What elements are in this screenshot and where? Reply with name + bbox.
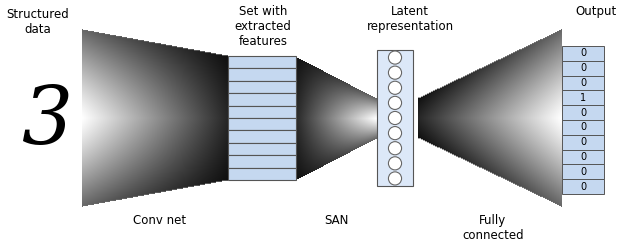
Bar	[228, 118, 296, 130]
Circle shape	[388, 142, 401, 155]
Bar	[228, 106, 296, 118]
Text: Latent
representation: Latent representation	[367, 5, 454, 33]
Bar	[228, 155, 296, 168]
Circle shape	[388, 111, 401, 124]
Bar	[562, 105, 604, 120]
Text: Conv net: Conv net	[133, 214, 187, 227]
Text: Set with
extracted
features: Set with extracted features	[235, 5, 291, 48]
Text: 0: 0	[580, 182, 586, 192]
Circle shape	[388, 126, 401, 140]
Bar	[562, 165, 604, 179]
Text: 0: 0	[580, 63, 586, 73]
Circle shape	[388, 66, 401, 79]
Text: 1: 1	[580, 93, 586, 103]
Circle shape	[388, 157, 401, 170]
Bar	[562, 76, 604, 90]
Bar	[562, 120, 604, 135]
Bar	[228, 93, 296, 106]
Circle shape	[388, 81, 401, 94]
Text: 0: 0	[580, 152, 586, 162]
Bar	[562, 90, 604, 105]
Bar	[228, 130, 296, 143]
Bar	[228, 143, 296, 155]
Circle shape	[388, 172, 401, 185]
Text: 0: 0	[580, 108, 586, 118]
Circle shape	[388, 51, 401, 64]
Bar	[562, 61, 604, 76]
Text: Structured
data: Structured data	[6, 8, 69, 36]
Text: 0: 0	[580, 167, 586, 177]
Text: SAN: SAN	[324, 214, 348, 227]
Bar	[562, 150, 604, 165]
Text: 3: 3	[21, 83, 72, 161]
Bar	[562, 135, 604, 150]
Circle shape	[388, 96, 401, 109]
Text: 0: 0	[580, 48, 586, 58]
Bar	[228, 56, 296, 68]
Bar	[228, 81, 296, 93]
Bar	[228, 68, 296, 81]
Text: 0: 0	[580, 137, 586, 147]
Bar	[562, 179, 604, 194]
Text: 0: 0	[580, 123, 586, 132]
Text: Fully
connected: Fully connected	[462, 214, 524, 242]
Bar	[377, 50, 413, 186]
Bar	[562, 46, 604, 61]
Text: 0: 0	[580, 78, 586, 88]
Bar	[228, 168, 296, 180]
Text: Output: Output	[575, 5, 616, 18]
